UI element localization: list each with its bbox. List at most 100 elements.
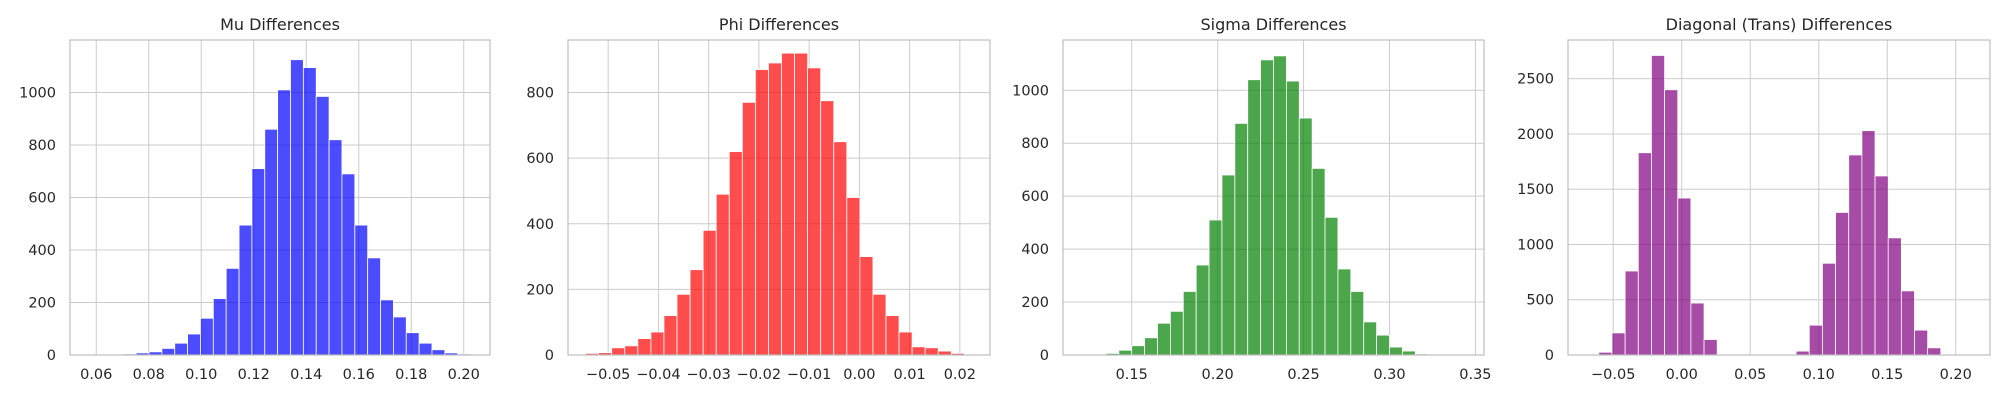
diagonal-trans-histogram-bar bbox=[1861, 130, 1876, 356]
sigma-histogram-bar bbox=[1247, 79, 1262, 356]
phi-chart-title: Phi Differences bbox=[719, 15, 839, 34]
mu-histogram-bar bbox=[431, 349, 446, 356]
sigma-chart-title: Sigma Differences bbox=[1200, 15, 1346, 34]
phi-x-tick-label: −0.02 bbox=[737, 367, 781, 383]
sigma-histogram-bar bbox=[1311, 167, 1326, 356]
phi-histogram-bar bbox=[872, 293, 887, 356]
phi-histogram-bar bbox=[833, 141, 848, 356]
mu-histogram-bar bbox=[238, 224, 253, 356]
mu-histogram-bar bbox=[277, 89, 291, 356]
mu-y-tick-label: 400 bbox=[28, 243, 56, 259]
diagonal-trans-y-tick-label: 500 bbox=[1526, 293, 1554, 309]
phi-histogram-bar bbox=[624, 345, 639, 356]
sigma-histogram-bar bbox=[1234, 122, 1249, 356]
sigma-histogram-bar bbox=[1350, 291, 1365, 356]
mu-y-tick-label: 1000 bbox=[19, 86, 56, 102]
diagonal-trans-axes-frame bbox=[1567, 39, 1991, 356]
phi-x-tick-label: 0.00 bbox=[843, 367, 875, 383]
mu-histogram-bar bbox=[225, 267, 240, 356]
mu-histogram-bar bbox=[405, 332, 420, 356]
diagonal-trans-y-tick-label: 1500 bbox=[1517, 182, 1554, 198]
diagonal-trans-y-tick-label: 0 bbox=[1545, 348, 1554, 364]
mu-histogram-bar bbox=[392, 316, 407, 356]
sigma-y-tick-label: 0 bbox=[1040, 348, 1049, 364]
phi-x-tick-label: −0.04 bbox=[636, 367, 680, 383]
sigma-y-tick-label: 200 bbox=[1021, 295, 1049, 311]
phi-x-tick-label: 0.02 bbox=[944, 367, 976, 383]
diagonal-trans-histogram-bar bbox=[1624, 270, 1639, 356]
diagonal-trans-y-tick-label: 2500 bbox=[1517, 72, 1554, 88]
diagonal-trans-histogram-bar bbox=[1808, 324, 1823, 356]
mu-x-tick-label: 0.14 bbox=[290, 367, 322, 383]
mu-histogram-bar bbox=[200, 317, 214, 356]
sigma-histogram-bar bbox=[1376, 334, 1390, 356]
mu-histogram-bar bbox=[264, 128, 279, 356]
phi-histogram-bar bbox=[924, 347, 939, 356]
sigma-histogram-bar bbox=[1157, 322, 1171, 356]
phi-y-tick-label: 200 bbox=[526, 282, 554, 298]
phi-histogram-bar bbox=[781, 52, 795, 356]
mu-x-tick-label: 0.16 bbox=[343, 367, 375, 383]
phi-axes-frame bbox=[567, 39, 991, 356]
sigma-histogram-bar bbox=[1144, 337, 1158, 356]
mu-axes-frame bbox=[69, 39, 491, 356]
diagonal-trans-histogram-bar bbox=[1664, 89, 1679, 356]
phi-y-tick-label: 800 bbox=[526, 86, 554, 102]
diagonal-trans-x-tick-label: 0.20 bbox=[1940, 367, 1972, 383]
diagonal-trans-y-tick-label: 2000 bbox=[1517, 127, 1554, 143]
diagonal-trans-histogram-bar bbox=[1611, 332, 1626, 356]
sigma-differences-panel: Sigma Differences 0.15 0.20 0.25 0.30 0.35 0 20… bbox=[1012, 15, 1491, 383]
diagonal-trans-x-tick-label: 0.15 bbox=[1871, 367, 1903, 383]
phi-histogram-bar bbox=[898, 331, 913, 356]
phi-histogram-bar bbox=[820, 100, 835, 356]
diagonal-trans-histogram-bar bbox=[1637, 152, 1652, 356]
sigma-histogram-bar bbox=[1195, 264, 1210, 356]
mu-x-tick-label: 0.06 bbox=[80, 367, 112, 383]
mu-x-tick-label: 0.08 bbox=[133, 367, 165, 383]
mu-y-tick-label: 800 bbox=[28, 138, 56, 154]
mu-chart-title: Mu Differences bbox=[220, 15, 340, 34]
diagonal-trans-histogram-bar bbox=[1914, 329, 1929, 356]
phi-histogram-bar bbox=[637, 338, 652, 356]
sigma-histogram-bar bbox=[1131, 345, 1146, 356]
sigma-y-tick-label: 600 bbox=[1021, 189, 1049, 205]
phi-histogram-bar bbox=[754, 69, 769, 356]
sigma-histogram-bar bbox=[1273, 55, 1287, 356]
phi-histogram-bar bbox=[715, 193, 730, 356]
mu-histogram-bar bbox=[251, 168, 266, 356]
sigma-x-tick-label: 0.30 bbox=[1373, 367, 1405, 383]
sigma-y-tick-label: 800 bbox=[1021, 136, 1049, 152]
phi-differences-panel: Phi Differences −0.05 −0.04 −0.03 −0.02 −0.01… bbox=[526, 15, 991, 383]
diagonal-trans-histogram-bar bbox=[1677, 197, 1692, 356]
mu-histogram-bar bbox=[341, 173, 356, 356]
phi-histogram-bar bbox=[846, 197, 861, 356]
sigma-x-tick-label: 0.15 bbox=[1116, 367, 1148, 383]
sigma-histogram-bar bbox=[1298, 117, 1313, 356]
diagonal-trans-differences-panel: Diagonal (Trans) Differences −0.05 0.00 0.0… bbox=[1517, 15, 1991, 383]
sigma-x-tick-label: 0.35 bbox=[1459, 367, 1491, 383]
phi-x-tick-label: 0.01 bbox=[893, 367, 925, 383]
sigma-histogram-bar bbox=[1285, 80, 1300, 356]
phi-histogram-bar bbox=[911, 346, 926, 356]
mu-y-tick-label: 600 bbox=[28, 191, 56, 207]
sigma-histogram-bar bbox=[1389, 346, 1403, 356]
phi-histogram-bar bbox=[859, 256, 874, 356]
diagonal-trans-histogram-bar bbox=[1848, 154, 1863, 356]
phi-y-tick-label: 0 bbox=[545, 348, 554, 364]
diagonal-trans-histogram-bar bbox=[1927, 347, 1942, 356]
mu-histogram-bar bbox=[418, 342, 433, 356]
phi-histogram-bar bbox=[676, 293, 691, 356]
phi-histogram-bar bbox=[611, 347, 626, 356]
phi-histogram-bar bbox=[794, 52, 809, 356]
phi-y-tick-label: 400 bbox=[526, 217, 554, 233]
diagonal-trans-y-tick-label: 1000 bbox=[1517, 237, 1554, 253]
phi-x-tick-label: −0.01 bbox=[787, 367, 831, 383]
sigma-histogram-bar bbox=[1324, 216, 1339, 356]
phi-histogram-bar bbox=[807, 67, 822, 356]
sigma-axes-frame bbox=[1062, 39, 1485, 356]
diagonal-trans-histogram-bar bbox=[1835, 212, 1850, 356]
sigma-x-tick-label: 0.20 bbox=[1202, 367, 1234, 383]
mu-histogram-bar bbox=[161, 348, 176, 356]
mu-y-tick-label: 0 bbox=[47, 348, 56, 364]
